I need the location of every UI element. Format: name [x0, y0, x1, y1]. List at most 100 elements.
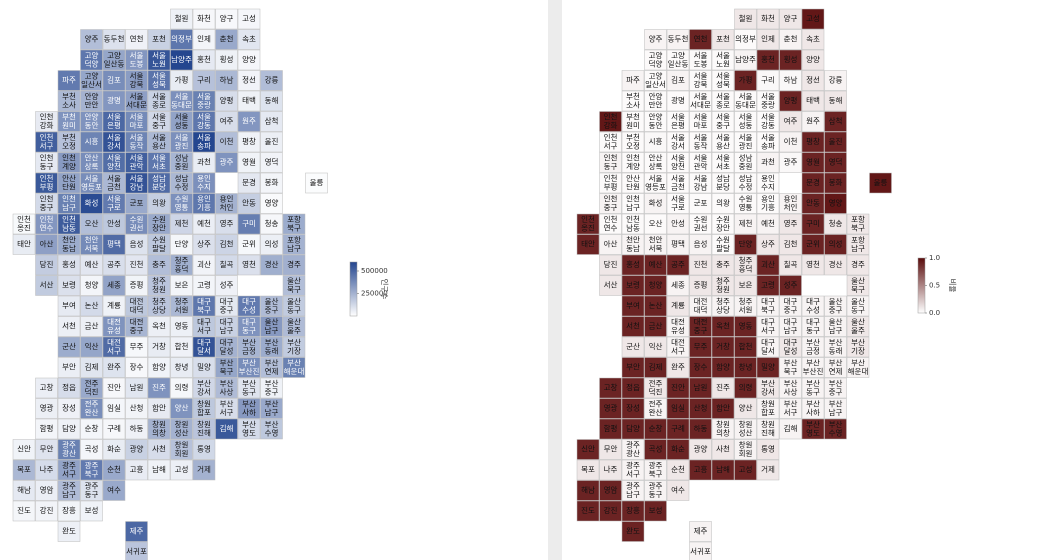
tile: [80, 418, 103, 440]
tile-label: 제주: [130, 527, 144, 536]
colorbar-tick-label: 500000: [361, 267, 388, 275]
tile-label: 광주 광산: [62, 439, 76, 458]
tile-label: 연천: [130, 34, 144, 44]
tile-label: 옥천: [716, 321, 730, 331]
tile: [621, 500, 645, 522]
tile-label: 하동: [694, 423, 708, 433]
tile: [192, 49, 216, 71]
tile: [147, 418, 171, 440]
tile: [644, 480, 667, 501]
tile: [12, 234, 36, 255]
tile-label: 고양 일산동: [104, 51, 125, 69]
tile: [779, 70, 802, 91]
tile-label: 인천 부평: [604, 173, 618, 192]
tile: [170, 398, 193, 419]
tile: [237, 418, 261, 440]
tile: [35, 172, 58, 194]
tile-label: 부천 원미: [62, 111, 76, 130]
tile-label: 천안 동남: [626, 234, 640, 253]
tile: [260, 316, 283, 337]
tile-label: 신안: [17, 444, 31, 454]
tile: [779, 316, 802, 337]
tile: [170, 418, 193, 440]
tile-label: 부산 부산진: [239, 357, 260, 376]
tile: [237, 111, 261, 132]
tile: [215, 49, 238, 71]
tile-label: 진도: [581, 505, 595, 515]
tile-label: 광양: [694, 444, 708, 454]
tile-label: 세종: [671, 281, 685, 290]
tile: [192, 234, 216, 255]
tile-label: 칠곡: [220, 260, 234, 269]
tile: [57, 480, 81, 501]
tile-label: 김천: [220, 239, 234, 249]
tile-label: 양평: [220, 95, 234, 105]
tile: [80, 172, 103, 194]
tile: [666, 131, 690, 153]
tile: [576, 439, 600, 460]
tile: [80, 275, 103, 296]
tile: [689, 131, 712, 153]
tile: [599, 213, 622, 235]
tile: [80, 316, 103, 337]
tile: [711, 275, 735, 296]
tile: [621, 439, 645, 460]
tile-label: 인천 남구: [626, 193, 640, 212]
tile-label: 담양: [62, 423, 76, 433]
tile: [824, 90, 847, 112]
colorbar-tick-label: 1.0: [929, 254, 940, 262]
tile-label: 예천: [197, 218, 211, 228]
tile: [57, 418, 81, 440]
tile: [689, 193, 712, 214]
tile-label: 나주: [40, 465, 54, 474]
tile: [644, 49, 667, 71]
tile-label: 부천 오정: [62, 132, 76, 151]
tile: [215, 152, 238, 173]
tile: [666, 316, 690, 337]
tile: [734, 131, 757, 153]
tile-label: 안성: [107, 218, 121, 228]
tile-label: 안동: [806, 198, 820, 208]
tile: [801, 152, 825, 173]
tile-label: 서천: [626, 321, 640, 331]
tile: [779, 193, 802, 214]
tile-label: 의정부: [171, 34, 192, 44]
tile-label: 인천 서구: [604, 132, 618, 151]
tile: [192, 131, 216, 153]
tile-label: 포항 남구: [287, 235, 301, 253]
tile: [12, 459, 36, 481]
tile-label: 영천: [806, 259, 820, 269]
tile: [801, 90, 825, 112]
tile: [12, 439, 36, 460]
tile: [666, 152, 690, 173]
tile-label: 천안 동남: [62, 234, 76, 253]
tile-label: 인천 서구: [40, 132, 54, 151]
tile: [80, 459, 103, 481]
tile-label: 대전 서구: [671, 337, 685, 356]
tile-label: 보성: [85, 506, 99, 515]
tile: [734, 8, 757, 30]
tile: [666, 336, 690, 358]
tile: [125, 234, 148, 255]
tile: [666, 418, 690, 440]
tile: [621, 521, 645, 542]
tile-label: 안양 만안: [85, 91, 99, 110]
tile: [102, 480, 126, 501]
tile: [237, 131, 261, 153]
tile: [260, 213, 283, 235]
tile-label: 성주: [784, 281, 798, 290]
tile: [621, 459, 645, 481]
tile: [57, 234, 81, 255]
tile: [599, 480, 622, 501]
tile: [779, 336, 802, 358]
tile: [711, 131, 735, 153]
tile: [801, 316, 825, 337]
tile: [599, 152, 622, 173]
tile-label: 부산 동래: [829, 337, 843, 356]
tile-label: 수원 장안: [716, 215, 730, 233]
tile: [215, 418, 238, 440]
tile-label: 서울 동대문: [735, 92, 756, 110]
tile-label: 천안 서북: [649, 234, 663, 253]
tile: [215, 234, 238, 255]
tile: [170, 49, 193, 71]
